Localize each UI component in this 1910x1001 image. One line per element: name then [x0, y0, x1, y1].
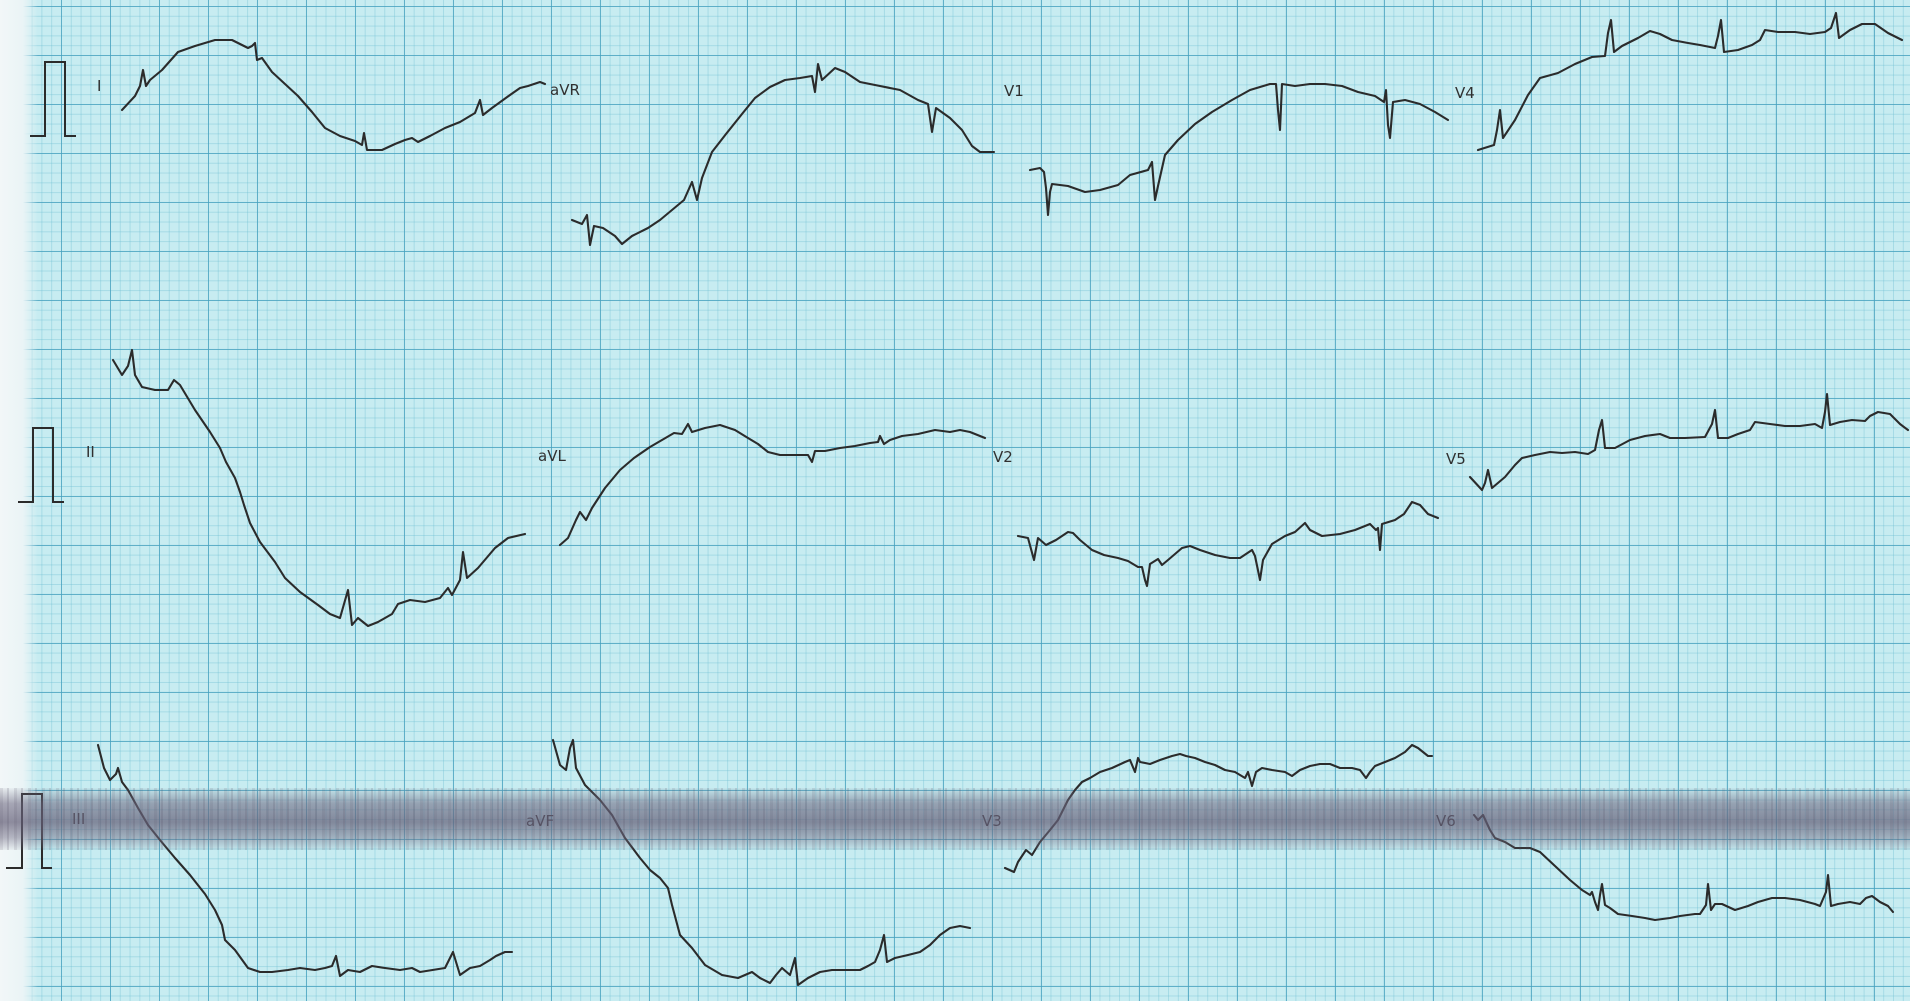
trace-lead-I: [120, 38, 547, 152]
calibration-pulse-row2: [18, 427, 64, 503]
lead-label-II: II: [86, 443, 95, 461]
trace-lead-aVL: [558, 422, 987, 547]
lead-label-aVF: aVF: [526, 812, 554, 830]
lead-label-V1: V1: [1004, 82, 1024, 100]
trace-lead-aVF: [551, 738, 972, 987]
trace-lead-V3: [1003, 743, 1434, 874]
trace-lead-II: [111, 348, 527, 628]
lead-label-aVR: aVR: [550, 81, 580, 99]
trace-lead-V6: [1472, 813, 1895, 922]
trace-lead-aVR: [570, 62, 996, 247]
lead-label-V6: V6: [1436, 812, 1456, 830]
lead-label-V2: V2: [993, 448, 1013, 466]
calibration-pulse-row1: [30, 61, 76, 137]
trace-lead-V5: [1468, 392, 1910, 492]
trace-lead-III: [96, 743, 514, 978]
lead-label-aVL: aVL: [538, 447, 566, 465]
trace-lead-V2: [1016, 500, 1440, 588]
calibration-pulse-row3: [6, 793, 52, 869]
lead-label-III: III: [72, 810, 85, 828]
trace-lead-V4: [1476, 11, 1904, 152]
lead-label-V3: V3: [982, 812, 1002, 830]
lead-label-V5: V5: [1446, 450, 1466, 468]
lead-label-I: I: [97, 77, 101, 95]
trace-lead-V1: [1028, 82, 1450, 217]
lead-label-V4: V4: [1455, 84, 1475, 102]
